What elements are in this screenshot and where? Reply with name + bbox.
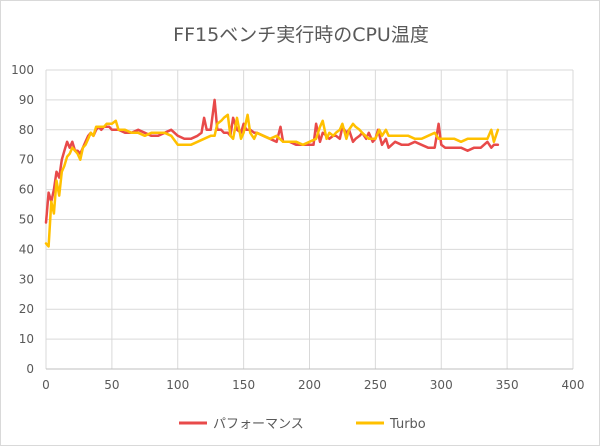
series-line-0 [44, 98, 500, 224]
y-tick-label: 60 [19, 183, 34, 197]
x-tick-label: 350 [496, 378, 519, 392]
y-tick-label: 20 [19, 302, 34, 316]
y-tick-label: 70 [19, 153, 34, 167]
x-tick-label: 200 [298, 378, 321, 392]
y-tick-label: 90 [19, 93, 34, 107]
axes: 0 10 20 30 40 50 60 70 80 90 100 0 50 100 150 200 250 300… [11, 63, 584, 392]
x-tick-label: 400 [562, 378, 585, 392]
x-tick-label: 50 [104, 378, 119, 392]
y-tick-label: 100 [11, 63, 34, 77]
y-tick-label: 50 [19, 213, 34, 227]
y-tick-label: 40 [19, 242, 34, 256]
x-tick-label: 100 [166, 378, 189, 392]
x-tick-label: 300 [430, 378, 453, 392]
legend-label-1: Turbo [389, 417, 426, 432]
y-tick-label: 0 [26, 362, 34, 376]
legend: パフォーマンス Turbo [179, 417, 426, 432]
series-lines [44, 98, 500, 248]
y-tick-label: 30 [19, 272, 34, 286]
x-tick-label: 250 [364, 378, 387, 392]
legend-label-0: パフォーマンス [213, 417, 304, 432]
y-tick-label: 10 [19, 332, 34, 346]
series-line-1 [44, 113, 500, 248]
gridlines [45, 69, 574, 369]
chart-title: FF15ベンチ実行時のCPU温度 [173, 24, 429, 46]
x-tick-label: 0 [42, 378, 50, 392]
y-tick-label: 80 [19, 123, 34, 137]
x-tick-label: 150 [232, 378, 255, 392]
